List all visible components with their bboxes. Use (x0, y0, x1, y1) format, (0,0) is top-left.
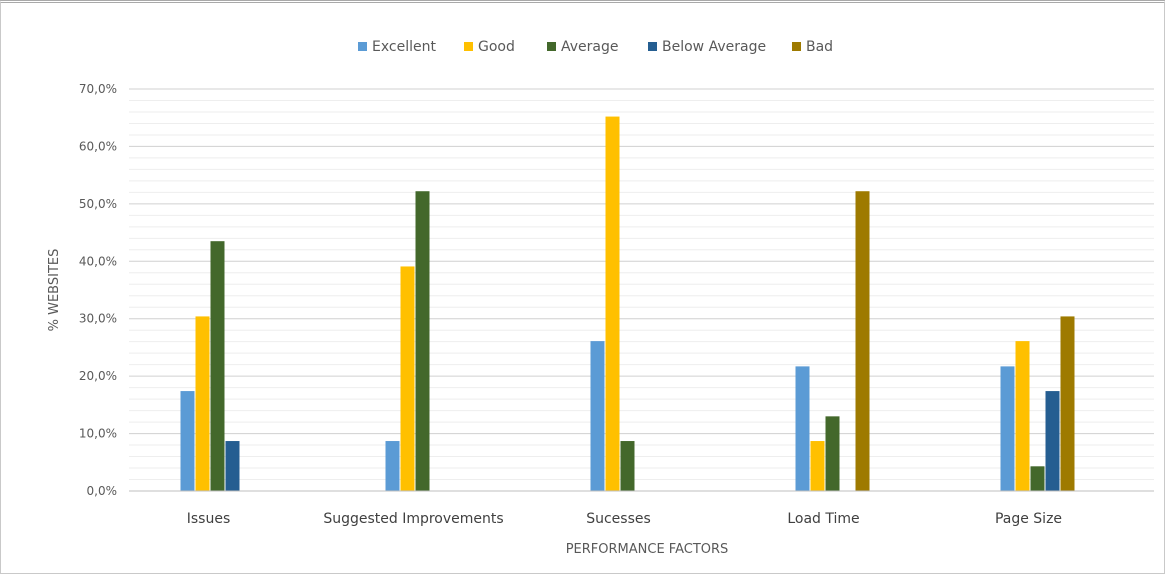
legend-swatch (358, 42, 367, 51)
bar-excellent (385, 441, 400, 491)
legend: Excellent Good Average Below Average Bad (358, 39, 833, 55)
bar-average (1030, 466, 1045, 491)
y-tick-label: 60,0% (79, 139, 117, 153)
bar-average (415, 191, 430, 492)
bar-below-average (225, 441, 240, 491)
bar-excellent (590, 341, 605, 491)
bar-excellent (180, 391, 195, 491)
bar-excellent (795, 366, 810, 491)
legend-swatch (547, 42, 556, 51)
bar-good (400, 266, 415, 491)
legend-label: Below Average (662, 39, 766, 55)
bar-bad (855, 191, 870, 492)
y-axis-ticks: 0,0% 10,0% 20,0% 30,0% 40,0% 50,0% 60,0% 70,0% (79, 82, 117, 498)
x-category-label: Load Time (787, 511, 859, 527)
bar-excellent (1000, 366, 1015, 491)
bar-below-average (1045, 391, 1060, 491)
legend-label: Average (561, 39, 619, 55)
x-category-label: Issues (187, 511, 231, 527)
bar-chart: 0,0%10,0%20,0%30,0%40,0%50,0%60,0%70,0% … (47, 39, 1154, 557)
legend-swatch (648, 42, 657, 51)
x-category-label: Page Size (995, 511, 1062, 527)
legend-label: Good (478, 39, 515, 55)
y-tick-label: 70,0% (79, 82, 117, 96)
bar-average (825, 416, 840, 491)
bar-good (1015, 341, 1030, 491)
bar-good (605, 116, 620, 492)
x-axis-categories: Issues Suggested Improvements Sucesses Load… (187, 511, 1062, 527)
bar-average (620, 441, 635, 491)
legend-label: Bad (806, 39, 833, 55)
bar-good (810, 441, 825, 491)
gridlines (129, 88, 1154, 481)
bar-good (195, 316, 210, 491)
y-tick-label: 20,0% (79, 369, 117, 383)
x-category-label: Sucesses (586, 511, 651, 527)
bars (180, 116, 1075, 492)
y-tick-label: 50,0% (79, 197, 117, 211)
y-axis-title: % WEBSITES (47, 249, 62, 332)
y-tick-label: 0,0% (87, 484, 118, 498)
y-tick-label: 30,0% (79, 312, 117, 326)
y-tick-label: 10,0% (79, 427, 117, 441)
legend-swatch (464, 42, 473, 51)
legend-swatch (792, 42, 801, 51)
bar-bad (1060, 316, 1075, 491)
x-axis-title: PERFORMANCE FACTORS (566, 542, 729, 557)
x-category-label: Suggested Improvements (323, 511, 503, 527)
bar-average (210, 241, 225, 491)
y-tick-label: 40,0% (79, 254, 117, 268)
legend-label: Excellent (372, 39, 436, 55)
